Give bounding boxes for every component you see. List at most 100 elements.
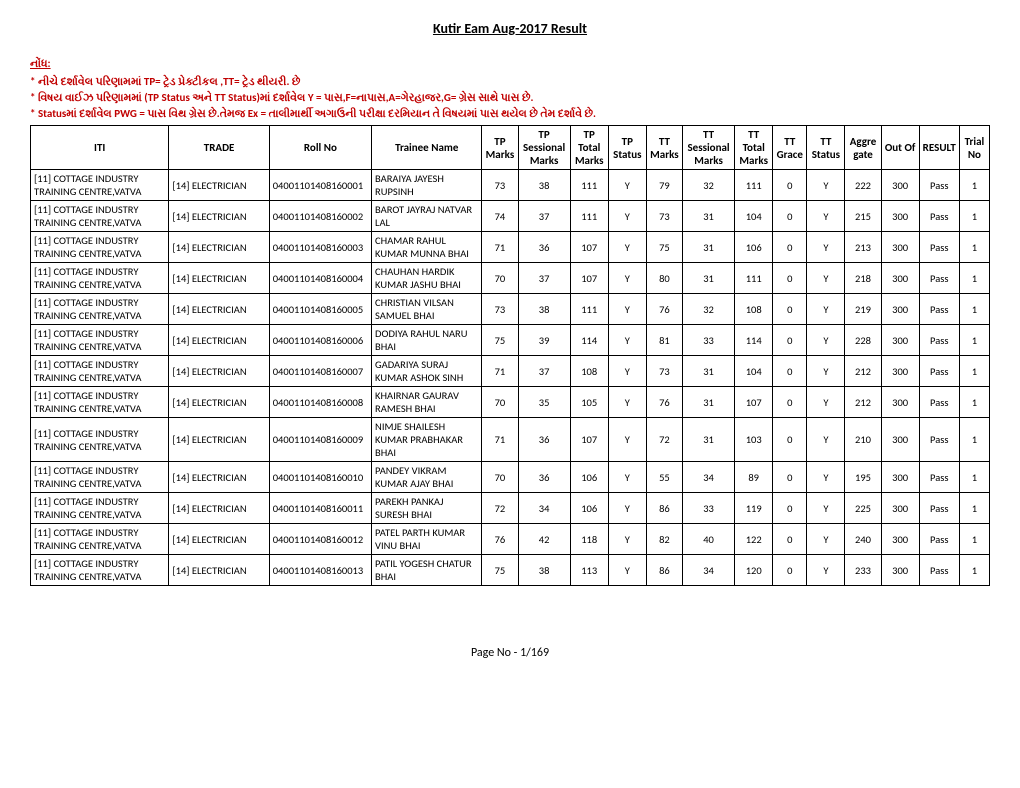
cell-tt-grace: 0 [773, 387, 807, 418]
cell-outof: 300 [881, 555, 919, 586]
cell-tp-status: Y [608, 524, 646, 555]
cell-tp-status: Y [608, 232, 646, 263]
cell-aggregate: 213 [845, 232, 881, 263]
cell-trade: [14] ELECTRICIAN [169, 493, 269, 524]
cell-roll: 04001101408160005 [269, 294, 371, 325]
notes-line-3: * Statusમાં દર્શાવેલ PWG = પાસ વિથ ગ્રેસ… [30, 107, 990, 121]
cell-tt-marks: 79 [646, 170, 682, 201]
cell-tt-grace: 0 [773, 462, 807, 493]
cell-aggregate: 219 [845, 294, 881, 325]
cell-tt-marks: 80 [646, 263, 682, 294]
cell-roll: 04001101408160001 [269, 170, 371, 201]
cell-tt-total: 106 [735, 232, 773, 263]
cell-result: Pass [919, 201, 959, 232]
table-row: [11] COTTAGE INDUSTRY TRAINING CENTRE,VA… [31, 387, 990, 418]
cell-tp-sessional: 37 [518, 263, 570, 294]
cell-roll: 04001101408160011 [269, 493, 371, 524]
table-header-row: ITI TRADE Roll No Trainee Name TP Marks … [31, 126, 990, 170]
cell-roll: 04001101408160008 [269, 387, 371, 418]
cell-result: Pass [919, 418, 959, 462]
cell-trade: [14] ELECTRICIAN [169, 263, 269, 294]
cell-trial: 1 [959, 232, 989, 263]
header-trial: Trial No [959, 126, 989, 170]
cell-name: PATEL PARTH KUMAR VINU BHAI [372, 524, 482, 555]
cell-tp-status: Y [608, 356, 646, 387]
cell-tt-sessional: 31 [682, 232, 734, 263]
cell-tt-grace: 0 [773, 170, 807, 201]
cell-tt-marks: 72 [646, 418, 682, 462]
cell-tt-total: 108 [735, 294, 773, 325]
cell-tt-total: 111 [735, 263, 773, 294]
cell-iti: [11] COTTAGE INDUSTRY TRAINING CENTRE,VA… [31, 201, 169, 232]
header-aggregate: Aggre gate [845, 126, 881, 170]
cell-tp-sessional: 42 [518, 524, 570, 555]
cell-result: Pass [919, 387, 959, 418]
cell-roll: 04001101408160009 [269, 418, 371, 462]
cell-outof: 300 [881, 462, 919, 493]
cell-iti: [11] COTTAGE INDUSTRY TRAINING CENTRE,VA… [31, 524, 169, 555]
cell-tt-total: 89 [735, 462, 773, 493]
header-result: RESULT [919, 126, 959, 170]
cell-tt-marks: 55 [646, 462, 682, 493]
cell-outof: 300 [881, 294, 919, 325]
cell-tt-total: 114 [735, 325, 773, 356]
cell-tp-marks: 70 [482, 387, 518, 418]
cell-trade: [14] ELECTRICIAN [169, 201, 269, 232]
cell-tt-sessional: 31 [682, 418, 734, 462]
cell-aggregate: 195 [845, 462, 881, 493]
cell-tt-status: Y [807, 387, 845, 418]
cell-tp-marks: 71 [482, 418, 518, 462]
cell-tt-total: 111 [735, 170, 773, 201]
cell-aggregate: 222 [845, 170, 881, 201]
cell-iti: [11] COTTAGE INDUSTRY TRAINING CENTRE,VA… [31, 325, 169, 356]
cell-roll: 04001101408160006 [269, 325, 371, 356]
cell-outof: 300 [881, 356, 919, 387]
page-title: Kutir Eam Aug-2017 Result [30, 20, 990, 37]
cell-tp-sessional: 36 [518, 418, 570, 462]
page-footer: Page No - 1/169 [30, 646, 990, 660]
cell-tp-sessional: 38 [518, 170, 570, 201]
cell-tt-total: 107 [735, 387, 773, 418]
cell-tp-marks: 74 [482, 201, 518, 232]
cell-tt-total: 119 [735, 493, 773, 524]
notes-line-2: * વિષય વાઈઝ પરિણામમાં (TP Status અને TT … [30, 91, 990, 105]
cell-tt-marks: 86 [646, 555, 682, 586]
result-table: ITI TRADE Roll No Trainee Name TP Marks … [30, 125, 990, 586]
cell-trade: [14] ELECTRICIAN [169, 462, 269, 493]
cell-aggregate: 215 [845, 201, 881, 232]
cell-outof: 300 [881, 201, 919, 232]
cell-tt-status: Y [807, 263, 845, 294]
cell-tp-status: Y [608, 170, 646, 201]
cell-iti: [11] COTTAGE INDUSTRY TRAINING CENTRE,VA… [31, 263, 169, 294]
cell-trial: 1 [959, 294, 989, 325]
cell-tt-status: Y [807, 232, 845, 263]
cell-outof: 300 [881, 387, 919, 418]
header-tt-sessional: TT Sessional Marks [682, 126, 734, 170]
cell-tp-marks: 73 [482, 170, 518, 201]
header-tt-status: TT Status [807, 126, 845, 170]
cell-tp-status: Y [608, 294, 646, 325]
cell-tp-sessional: 38 [518, 294, 570, 325]
cell-tp-marks: 71 [482, 232, 518, 263]
cell-tt-marks: 82 [646, 524, 682, 555]
cell-tt-status: Y [807, 493, 845, 524]
cell-iti: [11] COTTAGE INDUSTRY TRAINING CENTRE,VA… [31, 232, 169, 263]
cell-tt-sessional: 33 [682, 325, 734, 356]
cell-tt-total: 120 [735, 555, 773, 586]
cell-tt-sessional: 31 [682, 263, 734, 294]
cell-iti: [11] COTTAGE INDUSTRY TRAINING CENTRE,VA… [31, 462, 169, 493]
cell-outof: 300 [881, 232, 919, 263]
cell-result: Pass [919, 232, 959, 263]
cell-tp-marks: 73 [482, 294, 518, 325]
table-row: [11] COTTAGE INDUSTRY TRAINING CENTRE,VA… [31, 555, 990, 586]
cell-tp-sessional: 39 [518, 325, 570, 356]
table-row: [11] COTTAGE INDUSTRY TRAINING CENTRE,VA… [31, 232, 990, 263]
cell-result: Pass [919, 325, 959, 356]
cell-roll: 04001101408160007 [269, 356, 371, 387]
cell-tt-status: Y [807, 524, 845, 555]
header-tp-status: TP Status [608, 126, 646, 170]
cell-tt-status: Y [807, 418, 845, 462]
cell-trial: 1 [959, 524, 989, 555]
cell-outof: 300 [881, 263, 919, 294]
cell-tt-grace: 0 [773, 232, 807, 263]
